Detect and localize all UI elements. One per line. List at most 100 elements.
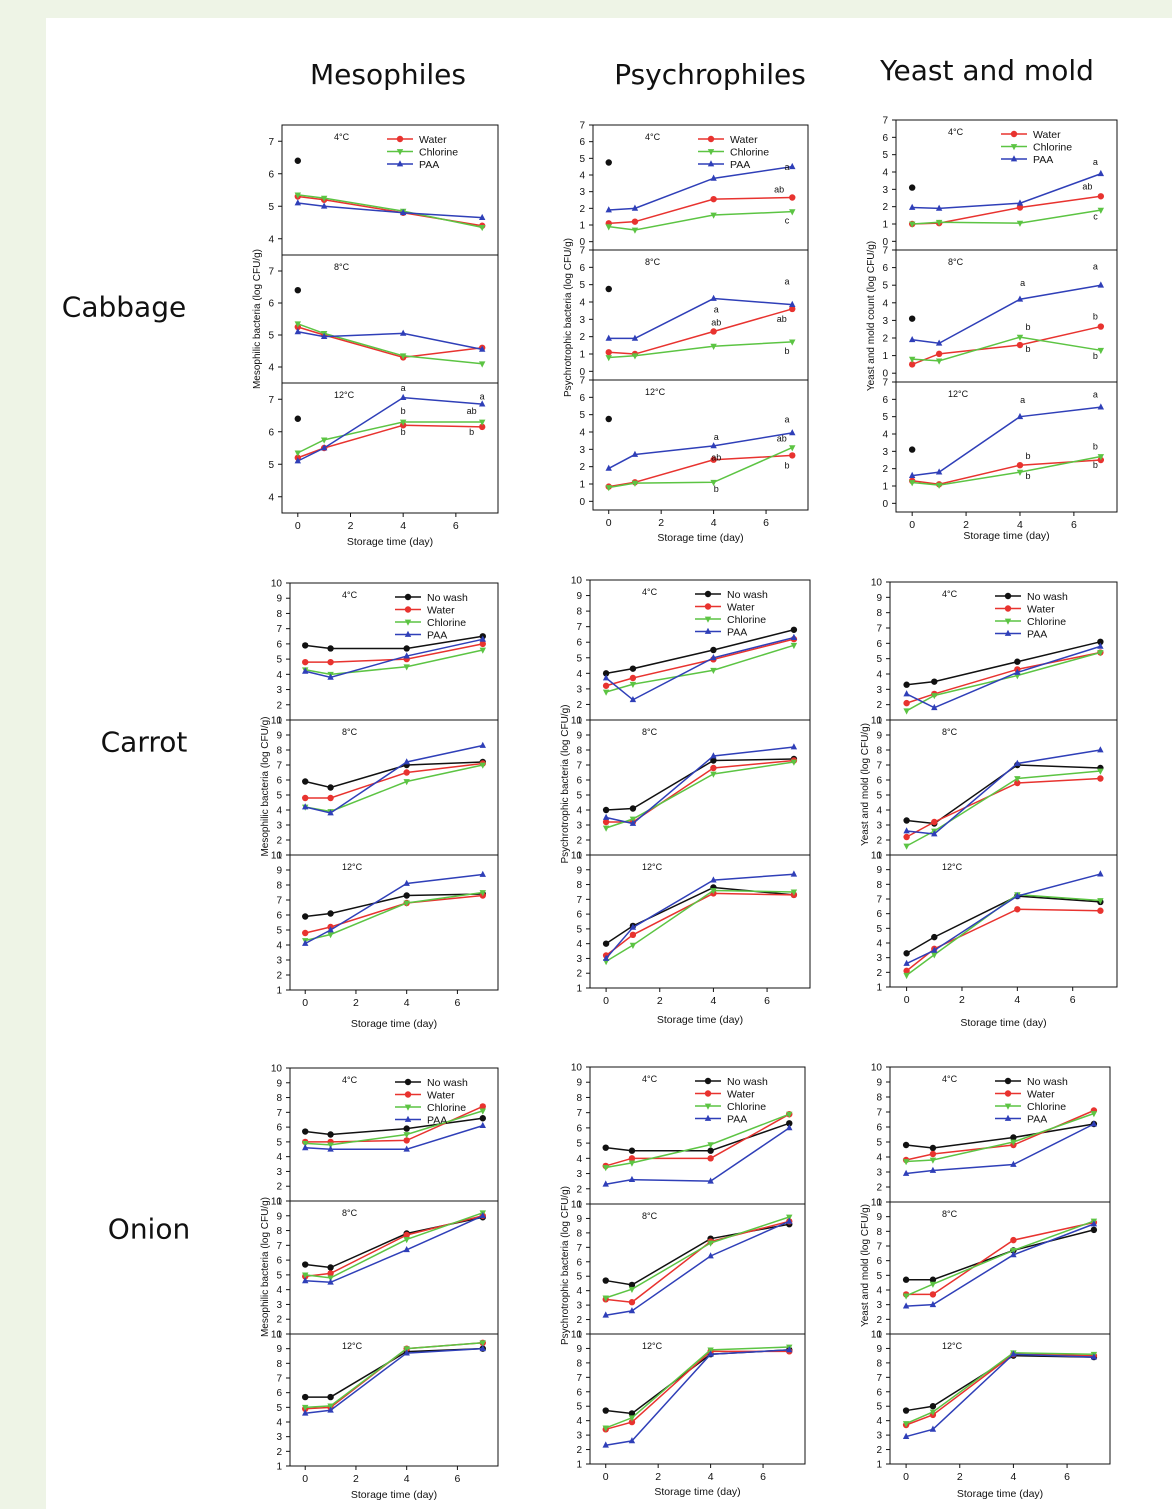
series-paa-point	[479, 635, 486, 642]
series-paa-point	[902, 1169, 910, 1176]
legend-entry-water: Water	[395, 1090, 455, 1102]
series-chlorine-line	[605, 1113, 790, 1169]
y-tick-label: 7	[579, 121, 585, 132]
significance-letter: b	[1093, 312, 1098, 322]
series-water-point	[710, 328, 717, 335]
y-tick-label: 3	[579, 445, 585, 456]
subplot-carrot-mesophiles-8-c: 1 2 3 4 5 6 7 8 9 10 8°C	[271, 716, 499, 862]
series-water-line	[297, 424, 483, 459]
y-tick-label: 9	[876, 1344, 882, 1355]
series-chlorine-point	[602, 1165, 609, 1172]
series-water-point	[631, 218, 639, 225]
series-water-point	[479, 1103, 486, 1110]
series-no-wash	[902, 1120, 1098, 1152]
legend-entry-paa: PAA	[395, 630, 447, 642]
series-chlorine-point	[710, 479, 717, 487]
series-chlorine-point	[479, 762, 486, 769]
y-axis-label: Yeast and mold (log CFU/g)	[860, 1204, 871, 1327]
series-chlorine-point	[294, 321, 302, 328]
series-no-wash-point	[1010, 1134, 1017, 1141]
y-tick-label: 3	[276, 1167, 282, 1178]
series-paa-point	[302, 1409, 309, 1416]
series-no-wash-point	[327, 1264, 334, 1271]
significance-letter: b	[1093, 351, 1098, 361]
y-tick-label: 8	[876, 1093, 882, 1104]
y-tick-label: 7	[576, 895, 582, 906]
y-tick-label: 4	[268, 492, 274, 503]
series-no-wash	[903, 761, 1104, 827]
series-chlorine-point	[479, 647, 486, 654]
series-paa-line	[297, 202, 483, 219]
legend-entry-chlorine: Chlorine	[695, 1101, 766, 1113]
series-chlorine-line	[305, 1110, 484, 1146]
y-tick-label: 8	[576, 1093, 582, 1104]
series-paa	[602, 870, 798, 961]
legend-label: PAA	[1033, 154, 1053, 166]
x-axis-label: Storage time (day)	[351, 1018, 437, 1030]
y-tick-label: 5	[268, 202, 274, 213]
series-no-wash-point	[602, 806, 610, 814]
series-paa-point	[789, 162, 796, 170]
series-paa-point	[1097, 746, 1104, 753]
legend-entry-paa: PAA	[995, 1114, 1047, 1126]
significance-letter: b	[1093, 460, 1098, 470]
y-tick-label: 2	[876, 1445, 882, 1456]
y-tick-label: 2	[276, 971, 282, 982]
y-tick-label: 4	[268, 234, 274, 245]
series-water-line	[297, 326, 483, 359]
series-no-wash	[602, 1120, 793, 1154]
y-tick-label: 6	[876, 776, 882, 787]
y-tick-label: 1	[579, 221, 585, 232]
y-tick-label: 6	[882, 263, 888, 274]
significance-letter: ab	[777, 314, 787, 324]
y-tick-label: 7	[268, 137, 274, 148]
legend-entry-chlorine: Chlorine	[395, 617, 466, 629]
series-chlorine-line	[906, 770, 1101, 847]
y-tick-label: 2	[876, 1183, 882, 1194]
series-chlorine-point	[710, 888, 717, 895]
series-paa-point	[908, 335, 916, 343]
series-paa-point	[1014, 759, 1021, 766]
series-chlorine-point	[602, 825, 610, 832]
series-water-line	[305, 762, 483, 799]
series-paa-point	[908, 203, 916, 210]
series-water-point	[1097, 907, 1104, 914]
plot-frame	[589, 854, 811, 989]
y-tick-label: 9	[876, 1078, 882, 1089]
series-no-wash-point	[302, 778, 309, 785]
series-paa-point	[903, 959, 910, 966]
plot-frame	[281, 124, 499, 256]
legend-label: Chlorine	[730, 147, 769, 159]
y-tick-label: 3	[276, 956, 282, 967]
significance-letter: a	[1093, 390, 1098, 400]
y-tick-label: 2	[276, 700, 282, 711]
subplot-cabbage-yeast-and-mold-8-c: 0 1 2 3 4 5 6 7 8°C a a b b b b	[882, 246, 1118, 383]
y-tick-label: 8	[276, 1093, 282, 1104]
series-chlorine-point	[1090, 1111, 1098, 1118]
y-tick-label: 7	[276, 624, 282, 635]
legend-entry-chlorine: Chlorine	[695, 614, 766, 626]
series-paa-point	[302, 1144, 309, 1151]
series-water-line	[305, 643, 483, 663]
legend-point	[1010, 155, 1018, 162]
legend-point	[396, 160, 404, 167]
legend-point	[404, 1104, 412, 1111]
series-paa	[902, 1120, 1098, 1176]
series-chlorine-point	[908, 221, 916, 228]
y-tick-label: 7	[876, 1108, 882, 1119]
series-chlorine-point	[631, 480, 639, 487]
series-chlorine-line	[912, 209, 1101, 225]
series-paa-point	[629, 923, 637, 930]
significance-letter: c	[1093, 212, 1098, 222]
series-chlorine	[294, 192, 486, 232]
series-water-line	[608, 196, 793, 225]
y-tick-label: 9	[576, 731, 582, 742]
series-paa-point	[327, 926, 334, 933]
y-tick-label: 1	[576, 716, 582, 727]
series-paa	[294, 199, 486, 221]
significance-letter: a	[1093, 157, 1098, 167]
legend-point	[404, 593, 412, 601]
